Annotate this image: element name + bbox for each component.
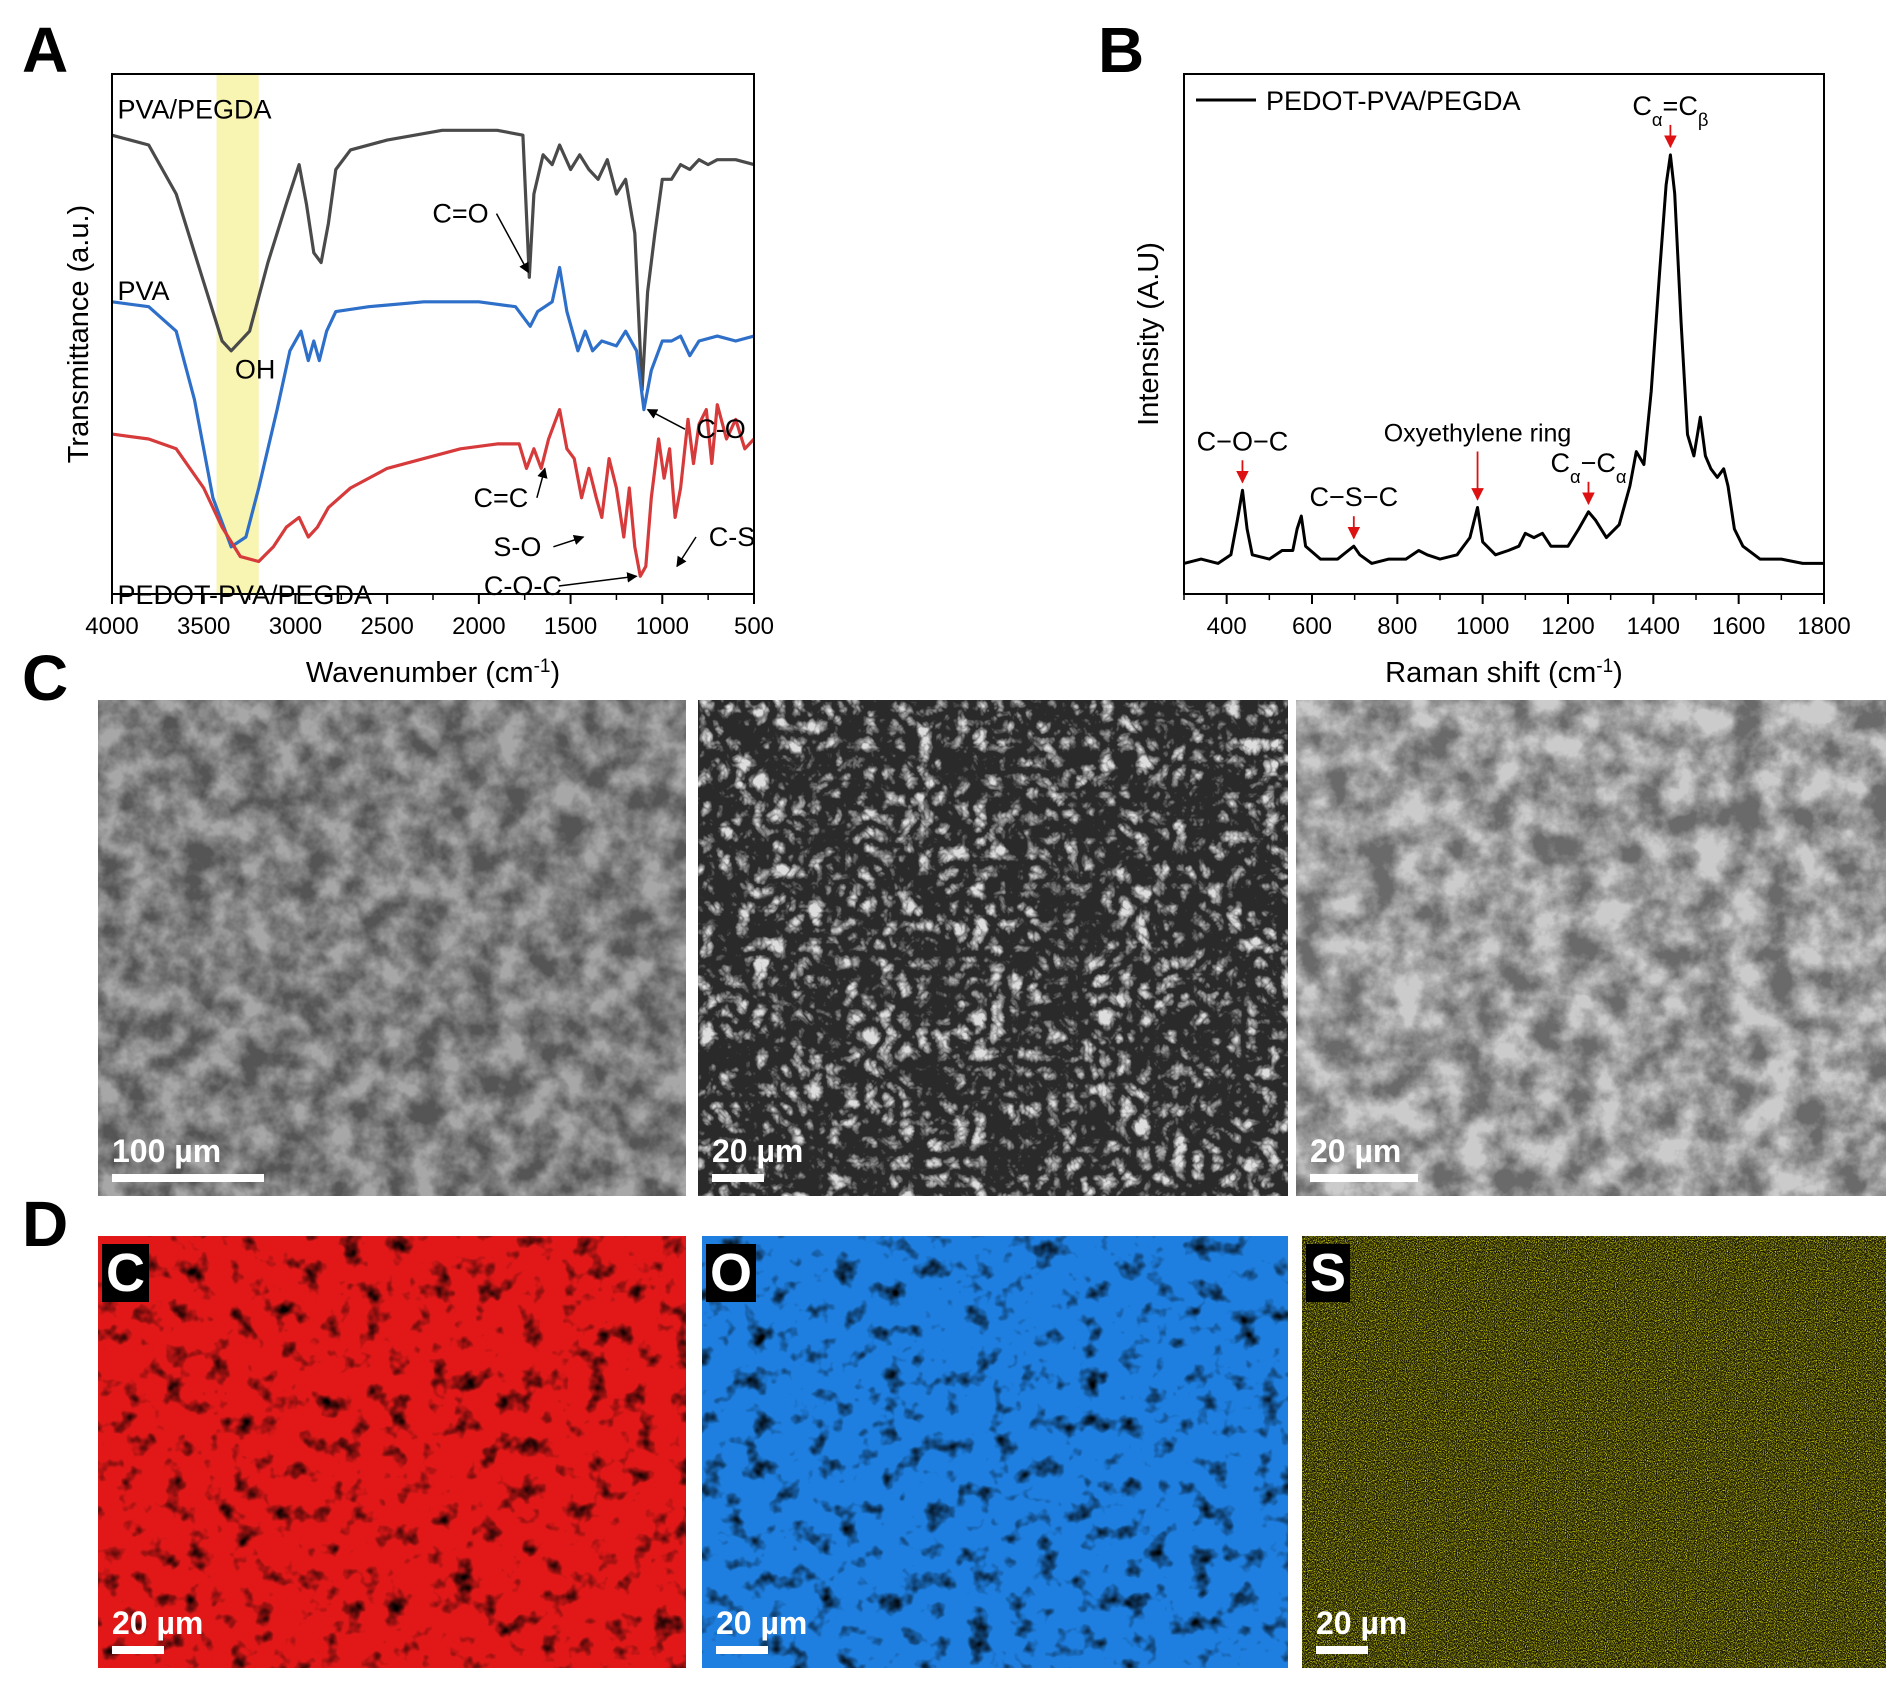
annotation-label-0: C=O [432,199,488,229]
series-line-0 [111,128,755,392]
x-tick-label-4: 2000 [452,613,505,640]
panel-label-a: A [22,14,69,86]
sem-scale-label-2: 20 µm [712,1133,804,1169]
plot-frame [111,73,755,595]
highlight-band-oh [216,74,259,594]
x-tick-label-b-7: 1800 [1797,613,1850,640]
y-axis-label-b: Intensity (A.U) [1133,242,1165,426]
annotation-arrow-5 [676,536,697,568]
x-tick-label-b-5: 1400 [1627,613,1680,640]
eds-texture-oxygen [702,1236,1288,1668]
series-label-2: PEDOT-PVA/PEGDA [118,580,373,610]
annotation-arrow-0 [495,213,530,274]
eds-texture-sulfur [1302,1236,1886,1668]
series-label-3: OH [235,354,276,384]
annotation-arrow-1 [646,408,686,430]
x-tick-label-b-6: 1600 [1712,613,1765,640]
annotation-arrow-2 [536,467,548,498]
series-label-1: PVA [118,276,170,306]
panel-label-b: B [1098,14,1145,86]
sem-texture-1 [98,700,686,1196]
x-tick-label-b-3: 1000 [1456,613,1509,640]
annotation-arrow-3 [553,534,585,548]
plot-frame-b [1183,73,1825,595]
sem-image-2: 20 µm [698,700,1288,1196]
eds-map-carbon: C 20 µm [98,1236,686,1668]
x-tick-label-7: 500 [734,613,774,640]
x-tick-label-1: 3500 [177,613,230,640]
annotation-label-b-4: Cα=Cβ [1632,91,1708,129]
eds-scale-bar-oxygen: 20 µm [716,1605,807,1654]
x-tick-label-0: 4000 [85,613,138,640]
x-tick-label-2: 3000 [269,613,322,640]
x-axis-label: Wavenumber (cm-1) [306,656,560,690]
annotation-label-b-2: Oxyethylene ring [1384,420,1572,448]
annotation-label-b-0: C−O−C [1197,426,1289,456]
raman-chart: 400 600 800 1000 1200 1400 1600 1800 Raman shift… [1133,73,1851,690]
x-axis-label-b: Raman shift (cm-1) [1385,656,1623,690]
sem-scale-bar-1: 100 µm [112,1133,264,1182]
eds-map-sulfur: S 20 µm [1302,1236,1886,1668]
sem-scale-bar-2: 20 µm [712,1133,803,1182]
annotation-label-b-1: C−S−C [1310,482,1399,512]
series-line-1 [111,265,755,549]
x-tick-label-6: 1000 [636,613,689,640]
eds-map-oxygen: O 20 µm [702,1236,1288,1668]
annotation-label-4: C-O-C [484,571,562,601]
sem-texture-2 [698,700,1288,1196]
panel-label-d: D [22,1188,69,1260]
legend-label: PEDOT-PVA/PEGDA [1266,86,1521,116]
eds-texture-carbon [98,1236,686,1668]
series-line-2 [111,403,756,578]
annotation-label-5: C-S [709,522,756,552]
x-tick-label-3: 2500 [360,613,413,640]
ftir-chart: 4000 3500 3000 2500 2000 1500 1000 500 Wavenumbe… [63,73,774,690]
panel-label-c: C [22,642,69,714]
annotation-label-1: C-O [696,414,746,444]
sem-scale-label-3: 20 µm [1310,1133,1402,1169]
x-tick-label-b-0: 400 [1207,613,1247,640]
eds-scale-bar-sulfur: 20 µm [1316,1605,1407,1654]
eds-scale-label-sulfur: 20 µm [1316,1605,1408,1641]
sem-scale-bar-3: 20 µm [1310,1133,1418,1182]
x-tick-label-b-1: 600 [1292,613,1332,640]
x-tick-label-b-2: 800 [1377,613,1417,640]
annotation-arrow-4 [558,572,638,587]
x-tick-label-b-4: 1200 [1541,613,1594,640]
raman-series-line [1183,153,1824,565]
sem-scale-label-1: 100 µm [112,1133,222,1169]
eds-scale-bar-carbon: 20 µm [112,1605,203,1654]
x-tick-label-5: 1500 [544,613,597,640]
sem-image-3: 20 µm [1296,700,1886,1196]
eds-scale-label-oxygen: 20 µm [716,1605,808,1641]
eds-element-label-carbon: C [102,1244,149,1302]
sem-texture-3 [1296,700,1886,1196]
sem-image-1: 100 µm [98,700,686,1196]
annotation-label-b-3: Cα−Cα [1550,448,1626,487]
eds-scale-label-carbon: 20 µm [112,1605,204,1641]
eds-element-label-oxygen: O [706,1244,757,1302]
y-axis-label: Transmittance (a.u.) [63,205,95,463]
eds-element-label-sulfur: S [1306,1244,1351,1302]
annotation-label-3: S-O [493,532,541,562]
series-label-0: PVA/PEGDA [118,95,272,125]
annotation-label-2: C=C [473,483,528,513]
